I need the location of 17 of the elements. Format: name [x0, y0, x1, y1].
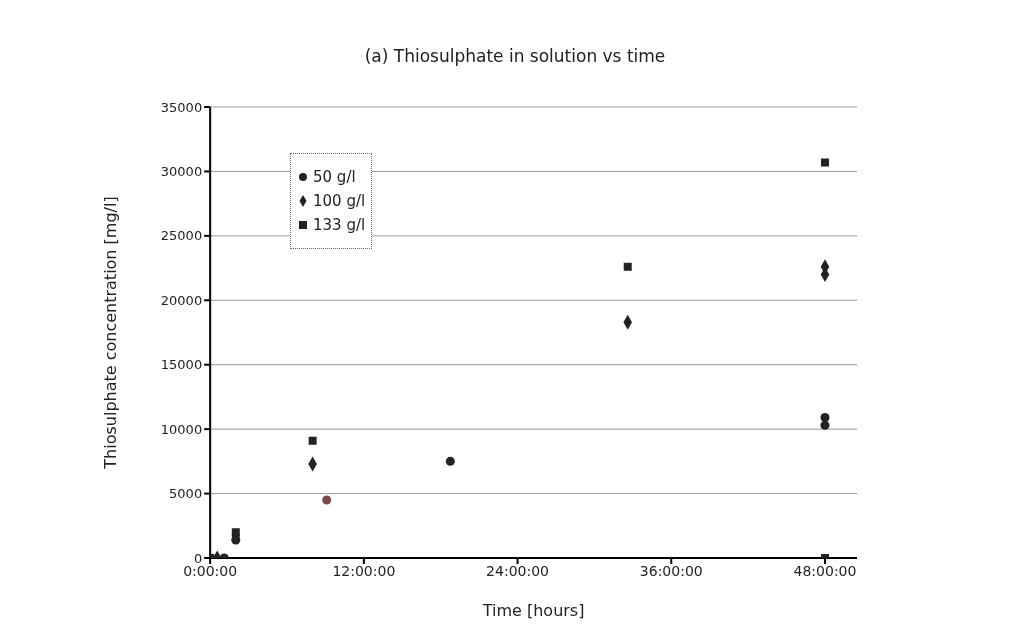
x-tick-label: 24:00:00 [486, 562, 550, 579]
y-tick-label: 10000 [160, 421, 203, 437]
legend-label: 100 g/l [313, 192, 366, 210]
y-tick-label: 20000 [160, 292, 203, 308]
x-tick-label: 12:00:00 [332, 562, 396, 579]
chart-title: (a) Thiosulphate in solution vs time [363, 46, 667, 66]
x-tick-label: 48:00:00 [793, 562, 857, 579]
legend-label: 133 g/l [313, 216, 366, 234]
x-axis-title: Time [hours] [481, 601, 585, 620]
legend-label: 50 g/l [313, 168, 356, 186]
y-axis-title: Thiosulphate concentration [mg/l] [100, 196, 120, 470]
y-tick-label: 25000 [160, 228, 203, 244]
y-tick-label: 35000 [160, 99, 203, 115]
x-tick-label: 36:00:00 [639, 562, 703, 579]
y-tick-label: 5000 [169, 486, 203, 502]
y-tick-label: 15000 [160, 357, 203, 373]
y-tick-label: 30000 [160, 164, 203, 180]
